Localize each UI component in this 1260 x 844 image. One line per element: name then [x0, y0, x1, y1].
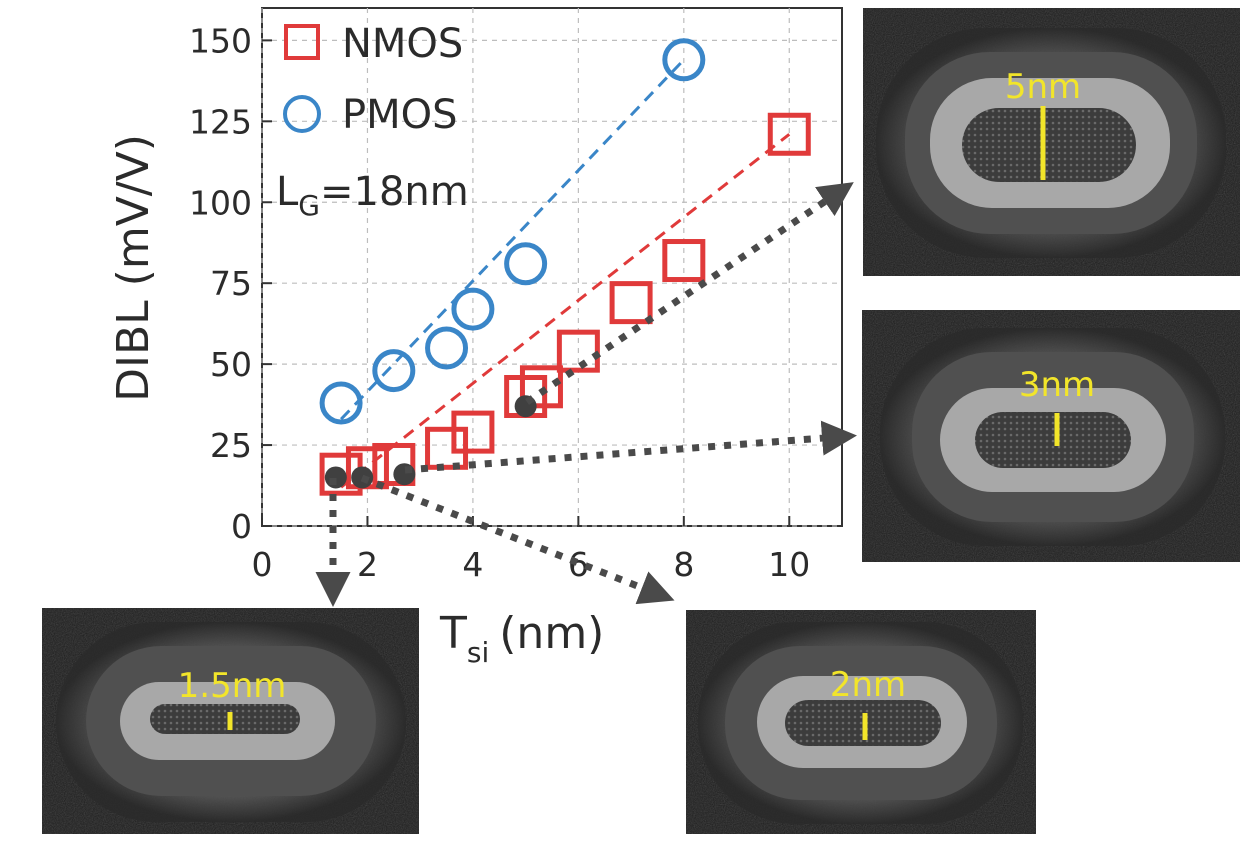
data-point-pmos — [504, 242, 548, 286]
legend-pmos-marker — [283, 95, 321, 133]
arrow-to-5nm — [525, 182, 854, 405]
legend-nmos-label: NMOS — [342, 21, 463, 67]
tem-label-2nm: 2nm — [830, 665, 906, 705]
data-point-pmos — [662, 38, 706, 82]
data-point-nmos — [662, 239, 706, 283]
legend: NMOS PMOS — [283, 21, 463, 138]
tem-image-2nm: 2nm — [686, 610, 1036, 834]
x-axis-ticks: 0 2 4 6 8 10 — [252, 516, 810, 584]
gate-length-annotation: LG=18nm — [276, 169, 469, 222]
y-axis-title: DIBL (mV/V) — [108, 134, 159, 402]
fit-line-nmos — [340, 133, 791, 489]
tem-image-1-5nm: 1.5nm — [42, 608, 419, 834]
x-axis-title-sub: si — [467, 636, 489, 669]
x-axis-title-unit: (nm) — [499, 608, 604, 659]
data-point-marked — [393, 463, 416, 486]
x-tick-label: 2 — [357, 545, 378, 584]
fit-lines — [340, 58, 791, 489]
y-tick-label: 50 — [210, 345, 252, 384]
tem-label-3nm: 3nm — [1019, 365, 1095, 405]
data-point-nmos — [451, 410, 495, 454]
arrow-to-2nm — [360, 474, 675, 605]
y-tick-label: 0 — [231, 507, 252, 546]
x-tick-label: 4 — [462, 545, 483, 584]
fit-line-pmos — [340, 58, 685, 421]
x-axis-title-main: T — [439, 608, 467, 659]
x-tick-label: 0 — [252, 545, 273, 584]
legend-nmos-marker — [284, 24, 320, 60]
data-point-pmos — [425, 326, 469, 370]
legend-pmos-label: PMOS — [342, 92, 458, 138]
plot-frame — [261, 7, 843, 527]
data-point-nmos — [609, 281, 653, 325]
x-tick-label: 6 — [568, 545, 589, 584]
x-axis-title: Tsi (nm) — [439, 608, 604, 669]
data-point-pmos — [372, 349, 416, 393]
data-point-pmos — [319, 381, 363, 425]
tem-label-5nm: 5nm — [1005, 67, 1081, 107]
data-point-nmos — [372, 442, 416, 486]
data-point-marked — [351, 466, 374, 489]
y-tick-label: 125 — [189, 102, 252, 141]
tem-image-5nm: 5nm — [863, 8, 1240, 276]
tem-label-1-5nm: 1.5nm — [178, 666, 287, 706]
y-tick-label: 150 — [189, 21, 252, 60]
data-point-marked — [514, 395, 537, 418]
data-point-pmos — [451, 287, 495, 331]
data-point-nmos — [519, 365, 563, 409]
arrow-to-3nm — [404, 420, 857, 474]
data-point-nmos — [767, 112, 811, 156]
x-tick-label: 10 — [768, 545, 810, 584]
y-axis-ticks: 0 25 50 75 100 125 150 — [189, 21, 272, 546]
y-tick-label: 75 — [210, 264, 252, 303]
data-point-marked — [324, 466, 347, 489]
x-tick-label: 8 — [673, 545, 694, 584]
data-point-nmos — [425, 426, 469, 470]
y-tick-label: 25 — [210, 426, 252, 465]
tem-image-3nm: 3nm — [862, 310, 1240, 562]
pointer-arrows — [315, 182, 857, 607]
y-tick-label: 100 — [189, 183, 252, 222]
